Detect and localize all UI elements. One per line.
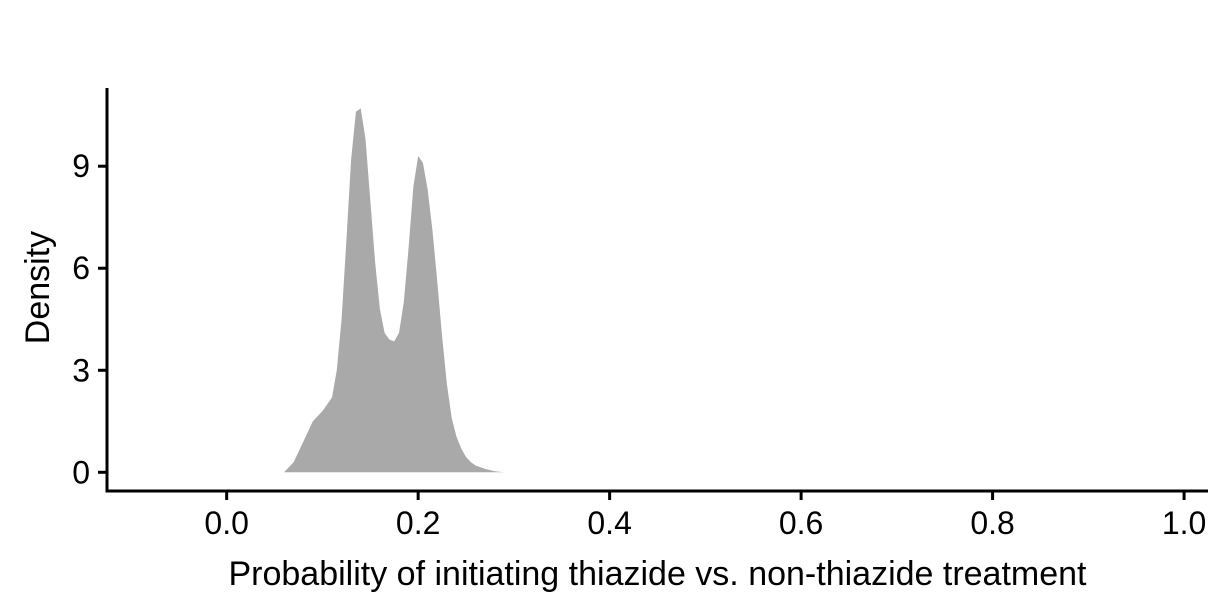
x-tick-label: 0.4 bbox=[587, 505, 631, 541]
y-axis-title: Density bbox=[19, 231, 57, 344]
y-tick-label: 3 bbox=[72, 352, 90, 388]
plot-area bbox=[284, 108, 505, 473]
x-axis-ticks: 0.0 0.2 0.4 0.6 0.8 1.0 bbox=[204, 491, 1206, 541]
density-area-0 bbox=[284, 108, 505, 473]
x-tick-label: 0.6 bbox=[779, 505, 823, 541]
x-tick-label: 0.8 bbox=[970, 505, 1014, 541]
x-tick-label: 0.2 bbox=[396, 505, 440, 541]
x-axis-title: Probability of initiating thiazide vs. n… bbox=[228, 555, 1087, 593]
x-tick-label: 1.0 bbox=[1162, 505, 1206, 541]
y-tick-label: 0 bbox=[72, 454, 90, 490]
x-tick-label: 0.0 bbox=[204, 505, 248, 541]
y-tick-label: 6 bbox=[72, 250, 90, 286]
y-axis-ticks: 0 3 6 9 bbox=[72, 148, 107, 490]
y-tick-label: 9 bbox=[72, 148, 90, 184]
